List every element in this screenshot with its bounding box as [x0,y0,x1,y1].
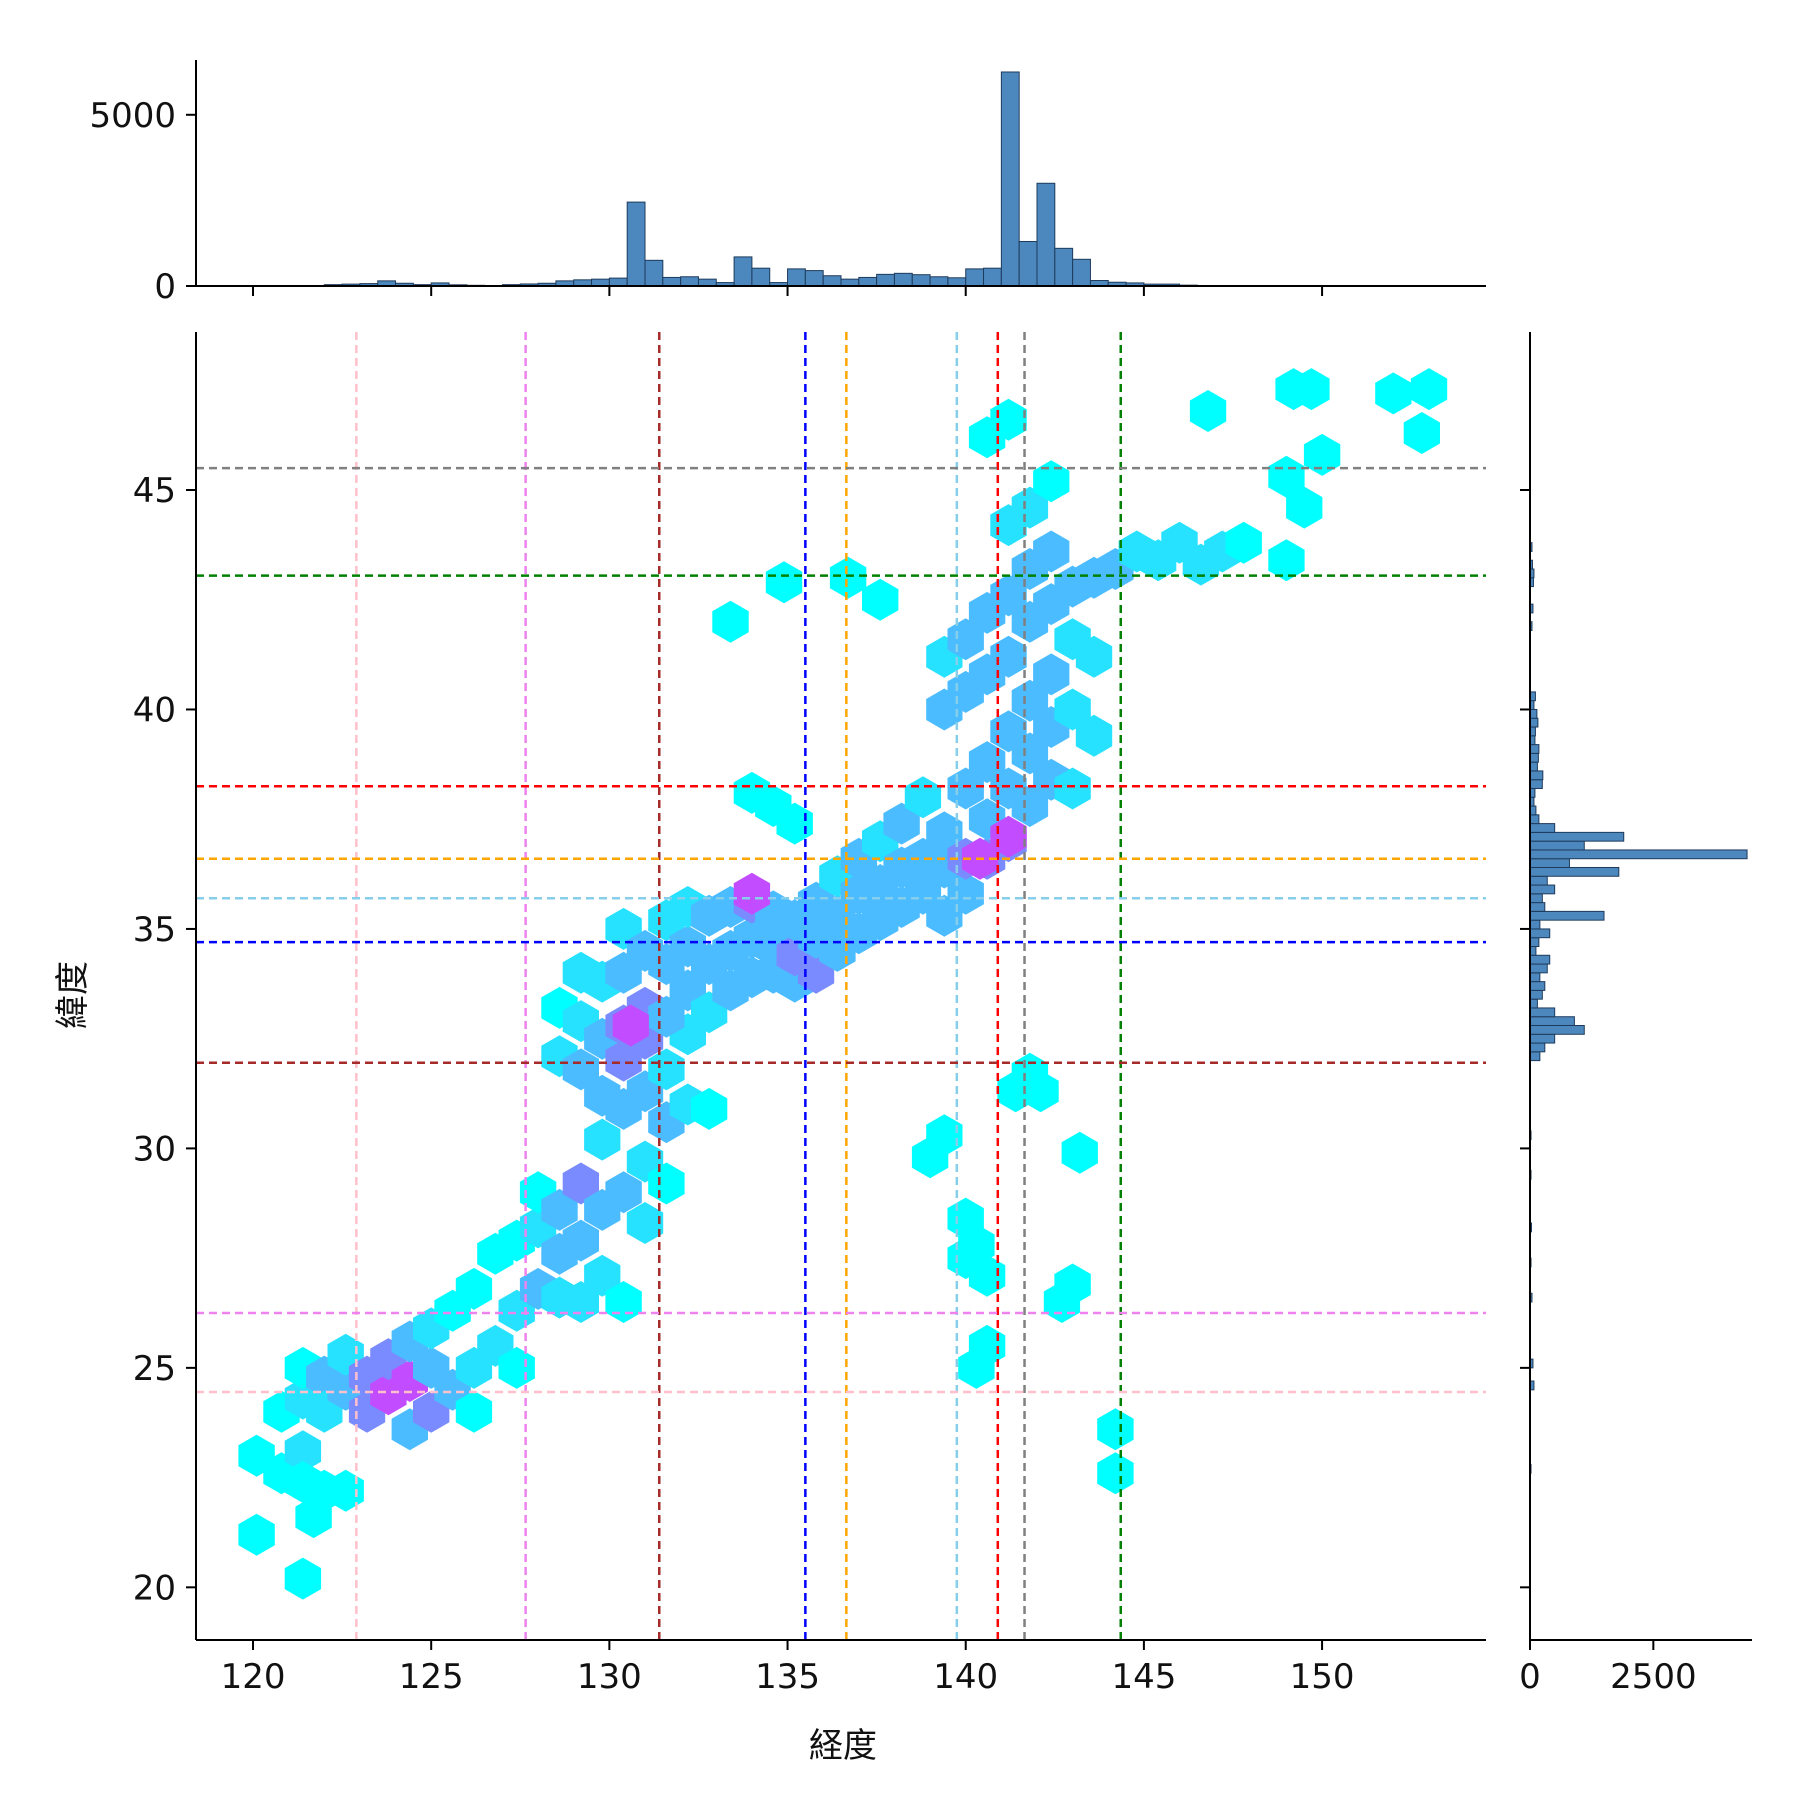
right-histogram-bar [1530,1017,1574,1026]
top-histogram-bar [894,273,912,286]
right-histogram-bar [1530,771,1543,780]
top-histogram-bar [912,275,930,286]
top-histogram-bar [592,279,610,286]
top-histogram-bar [1037,183,1055,286]
right-histogram-bar [1530,982,1545,991]
right-histogram-bar [1530,990,1542,999]
right-histogram-bar [1530,709,1537,718]
right-histogram-bar [1530,867,1619,876]
hexbin-cell [1097,1452,1133,1494]
top-y-tick-label: 0 [154,267,176,307]
x-tick-label: 130 [577,1657,642,1697]
top-histogram-bar [823,276,841,286]
top-histogram-bar [1001,72,1019,286]
top-histogram-bar [752,268,770,286]
right-histogram-bar [1530,1052,1540,1061]
right-histogram-bar [1530,894,1542,903]
right-histogram-bar [1530,911,1604,920]
hexbin-cell [1190,390,1226,432]
hexbin-cell [712,601,748,643]
right-histogram-bar [1530,964,1547,973]
right-histogram-bar [1530,859,1569,868]
y-tick-label: 30 [133,1129,176,1169]
top-histogram-bar [984,268,1002,286]
x-tick-label: 120 [221,1657,286,1697]
x-tick-label: 135 [755,1657,820,1697]
right-histogram-bar [1530,824,1555,833]
hexbin-cell [1304,434,1340,476]
top-histogram-bar [859,277,877,286]
x-tick-label: 145 [1111,1657,1176,1697]
top-histogram-bar [841,279,859,286]
top-histogram-bar [1055,248,1073,286]
hexbin-cell [1411,368,1447,410]
right-histogram-bar [1530,876,1547,885]
right-histogram-bar [1530,815,1539,824]
hexbin-cell [1375,372,1411,414]
right-histogram-bar [1530,850,1747,859]
y-axis-title: 緯度 [53,961,93,1029]
x-tick-label: 125 [399,1657,464,1697]
y-tick-label: 35 [133,910,176,950]
top-histogram-bar [627,202,645,286]
top-histogram-bar [930,277,948,286]
hexbin-cell [1097,1408,1133,1450]
hexbin-cell [285,1558,321,1600]
right-histogram-bar [1530,745,1539,754]
right-histogram-bar [1530,938,1539,947]
top-histogram-bar [1019,241,1037,286]
right-histogram-bar [1530,885,1555,894]
x-axis-title: 経度 [809,1726,877,1766]
top-histogram-bar [698,279,716,286]
x-tick-label: 140 [933,1657,998,1697]
x-tick-label: 150 [1290,1657,1355,1697]
right-histogram-bar [1530,1008,1555,1017]
top-marginal-histogram: 0 5000 [89,60,1486,307]
right-histogram-bar [1530,832,1624,841]
right-histogram-bar [1530,999,1537,1008]
right-histogram-bar [1530,1043,1545,1052]
top-histogram-bar [645,260,663,286]
top-histogram-bar [966,269,984,286]
top-histogram-bar [663,277,681,286]
right-histogram-bar [1530,1034,1555,1043]
right-histogram-bar [1530,718,1538,727]
top-histogram-bar [734,257,752,286]
right-histogram-bar [1530,1026,1584,1035]
right-histogram-bar [1530,955,1550,964]
right-histogram-bar [1530,762,1537,771]
hexbin-cell [1062,1132,1098,1174]
right-histogram-bar [1530,903,1545,912]
hexbin-cell [862,579,898,621]
top-histogram-bar [948,278,966,286]
right-histogram-bar [1530,780,1542,789]
top-histogram-bar [805,271,823,286]
right-histogram-bar [1530,929,1550,938]
top-histogram-bar [609,278,627,286]
right-x-tick-label: 2500 [1610,1657,1697,1697]
hexbin-cell [1268,539,1304,581]
y-tick-label: 40 [133,690,176,730]
hexbin-cell [766,561,802,603]
right-histogram-bar [1530,841,1584,850]
top-histogram-bar [681,277,699,286]
right-marginal-histogram: 0 2500 [1519,332,1752,1697]
top-y-tick-label: 5000 [89,96,176,136]
right-histogram-bar [1530,753,1538,762]
y-tick-label: 25 [133,1349,176,1389]
top-histogram-bar [877,274,895,286]
top-histogram-bar [788,269,806,286]
hexbin-cell [830,557,866,599]
right-histogram-bar [1530,920,1540,929]
y-tick-label: 20 [133,1568,176,1608]
top-histogram-bar [1073,259,1091,286]
right-x-tick-label: 0 [1519,1657,1541,1697]
y-tick-label: 45 [133,471,176,511]
hexbin-cell [238,1514,274,1556]
hexbin-cell [1404,412,1440,454]
right-histogram-bar [1530,973,1540,982]
main-hexbin-panel: 120 125 130 135 140 145 150 20 25 30 35 40 45 [133,332,1486,1697]
